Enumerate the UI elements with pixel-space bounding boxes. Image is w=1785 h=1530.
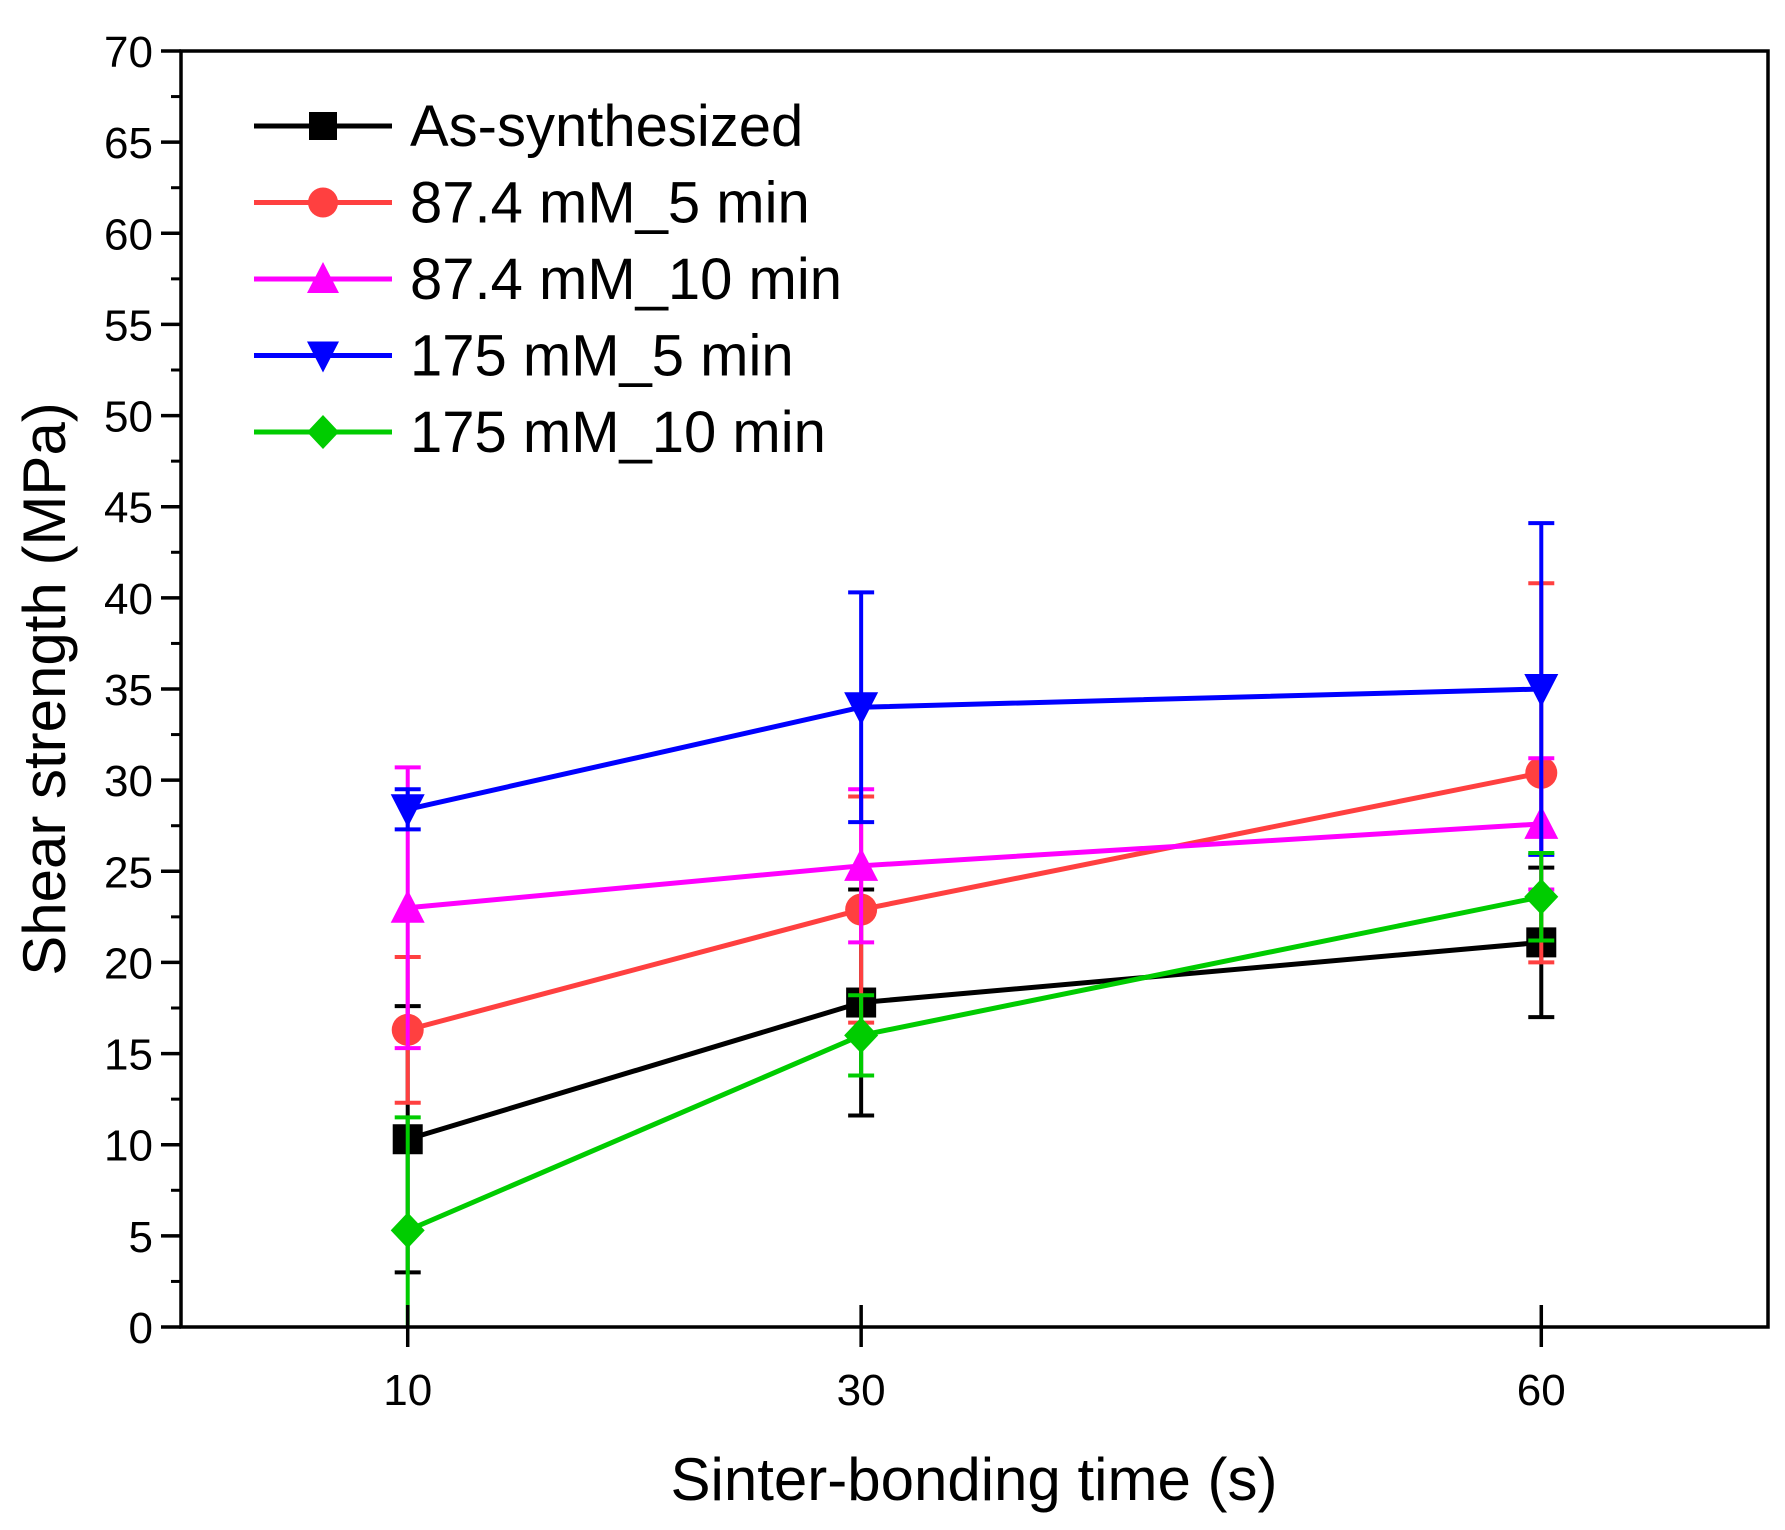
square-marker bbox=[309, 112, 337, 140]
y-tick-label: 70 bbox=[104, 28, 153, 77]
series-line bbox=[406, 939, 1542, 1142]
circle-marker bbox=[308, 187, 338, 218]
x-axis-title: Sinter-bonding time (s) bbox=[671, 1446, 1278, 1513]
diamond-marker bbox=[307, 415, 339, 449]
x-tick-label: 10 bbox=[383, 1366, 432, 1415]
series-2 bbox=[390, 756, 1559, 1051]
series-4 bbox=[390, 851, 1559, 1327]
y-tick-label: 50 bbox=[104, 393, 153, 442]
legend-item: 87.4 mM_5 min bbox=[254, 171, 810, 236]
y-tick-label: 45 bbox=[104, 484, 153, 533]
y-tick-label: 15 bbox=[104, 1031, 153, 1080]
series-line bbox=[406, 894, 1542, 1233]
series-line bbox=[407, 686, 1542, 812]
legend-label: 87.4 mM_10 min bbox=[410, 247, 842, 312]
series-line bbox=[407, 821, 1542, 911]
triangle-up-marker bbox=[307, 262, 339, 293]
series-1 bbox=[391, 581, 1558, 1105]
y-tick-label: 35 bbox=[104, 666, 153, 715]
y-tick-label: 10 bbox=[104, 1122, 153, 1171]
legend-label: As-synthesized bbox=[410, 94, 803, 159]
x-tick-label: 30 bbox=[837, 1366, 886, 1415]
triangle-up-marker bbox=[844, 847, 879, 881]
y-tick-label: 55 bbox=[104, 301, 153, 350]
y-tick-label: 65 bbox=[104, 119, 153, 168]
y-tick-label: 5 bbox=[129, 1213, 153, 1262]
y-tick-label: 60 bbox=[104, 210, 153, 259]
y-tick-label: 0 bbox=[129, 1304, 153, 1353]
y-axis-title: Shear strength (MPa) bbox=[11, 402, 78, 976]
triangle-down-marker bbox=[844, 692, 879, 726]
diamond-marker bbox=[390, 1212, 425, 1249]
triangle-up-marker bbox=[390, 889, 425, 923]
y-tick-label: 30 bbox=[104, 757, 153, 806]
legend-label: 87.4 mM_5 min bbox=[410, 171, 810, 236]
triangle-down-marker bbox=[307, 341, 339, 373]
legend-label: 175 mM_10 min bbox=[410, 400, 826, 465]
legend-item: 175 mM_5 min bbox=[254, 324, 794, 389]
legend-item: As-synthesized bbox=[254, 94, 803, 159]
triangle-down-marker bbox=[390, 794, 425, 828]
series-3 bbox=[390, 521, 1559, 857]
y-tick-label: 25 bbox=[104, 848, 153, 897]
x-tick-label: 60 bbox=[1517, 1366, 1566, 1415]
diamond-marker bbox=[1524, 878, 1559, 915]
y-tick-label: 20 bbox=[104, 939, 153, 988]
legend-label: 175 mM_5 min bbox=[410, 324, 794, 389]
diamond-marker bbox=[844, 1017, 879, 1054]
triangle-down-marker bbox=[1524, 674, 1559, 707]
y-tick-label: 40 bbox=[104, 575, 153, 624]
legend-item: 87.4 mM_10 min bbox=[254, 247, 842, 312]
legend-item: 175 mM_10 min bbox=[254, 400, 826, 465]
